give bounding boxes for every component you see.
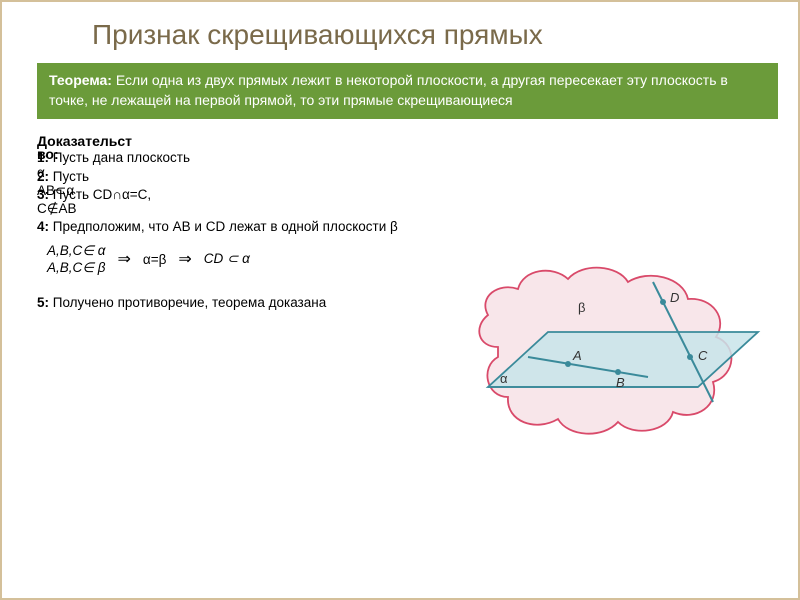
step2-num: 2: bbox=[37, 169, 49, 184]
theorem-text: Если одна из двух прямых лежит в некотор… bbox=[49, 72, 728, 108]
point-c bbox=[687, 354, 693, 360]
step5-text: Получено противоречие, теорема доказана bbox=[49, 295, 326, 310]
imp-arrow-2: ⇒ bbox=[178, 249, 191, 269]
label-a: A bbox=[572, 348, 582, 363]
imp-eq: α=β bbox=[143, 252, 166, 267]
point-d bbox=[660, 299, 666, 305]
theorem-box: Теорема: Если одна из двух прямых лежит … bbox=[37, 63, 778, 118]
step5-num: 5: bbox=[37, 295, 49, 310]
step2-text: Пусть bbox=[49, 169, 89, 184]
imp-result: CD ⊂ α bbox=[204, 251, 250, 267]
step3-text: Пусть CD∩α=C, bbox=[49, 187, 151, 202]
step1-text: Пусть дана плоскость bbox=[49, 150, 190, 165]
geometry-diagram: A B C D α β bbox=[458, 257, 768, 457]
label-c: C bbox=[698, 348, 708, 363]
label-beta: β bbox=[578, 300, 585, 315]
step3-num: 3: bbox=[37, 187, 49, 202]
theorem-label: Теорема: bbox=[49, 72, 112, 88]
point-a bbox=[565, 361, 571, 367]
label-b: B bbox=[616, 375, 625, 390]
label-alpha: α bbox=[500, 371, 508, 386]
step4-num: 4: bbox=[37, 219, 49, 234]
imp-premise-2: A,B,C∈ β bbox=[47, 259, 105, 277]
step1-num: 1: bbox=[37, 150, 49, 165]
page-title: Признак скрещивающихся прямых bbox=[2, 2, 798, 63]
label-d: D bbox=[670, 290, 679, 305]
imp-premise-1: A,B,C∈ α bbox=[47, 242, 105, 260]
step4-text: Предположим, что AB и CD лежат в одной п… bbox=[49, 219, 398, 234]
step3-c: C∉AB bbox=[37, 201, 77, 216]
imp-arrow-1: ⇒ bbox=[117, 249, 130, 269]
